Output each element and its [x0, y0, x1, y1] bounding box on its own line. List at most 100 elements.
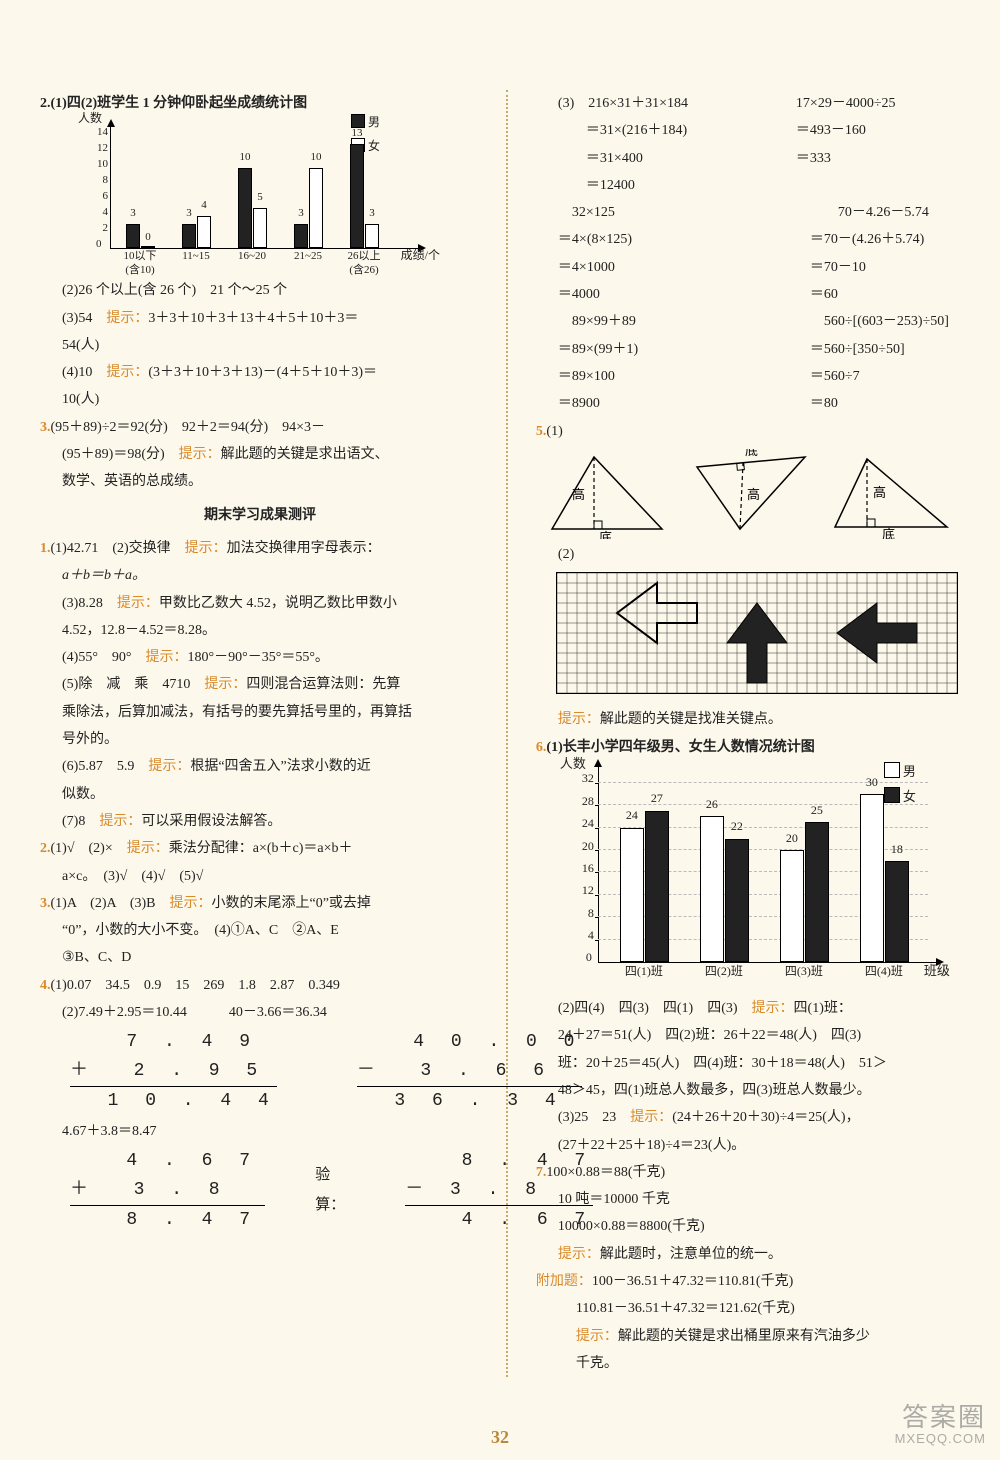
- grid-figure: [556, 572, 960, 704]
- q6-l2a: (2)四(4) 四(3) 四(1) 四(3): [558, 1001, 752, 1016]
- chart2-ytick: 24: [574, 812, 594, 835]
- q4c-line: ＝31×(216＋184) ＝493－160: [536, 117, 960, 144]
- calc-pair-2: 4 . 6 7 ＋ 3 . 8 8 . 4 7 验算： 8 . 4 7 － 3 …: [40, 1145, 480, 1236]
- chart1-xlabel: 11~15: [170, 246, 222, 267]
- q4c-line: ＝12400: [536, 172, 960, 199]
- hint-label: 提示：: [185, 541, 227, 556]
- chart2-tick: [595, 805, 599, 806]
- tri-gao-label: 高: [873, 485, 886, 500]
- f1-l6: (5)除 减 乘 4710 提示：四则混合运算法则：先算: [40, 671, 480, 698]
- watermark-sub: MXEQQ.COM: [895, 1432, 986, 1446]
- hint-label: 提示：: [630, 1110, 672, 1125]
- bonus: 附加题：100－36.51＋47.32＝110.81(千克): [536, 1268, 960, 1295]
- f1-l5a: (4)55° 90°: [62, 650, 146, 665]
- calc-row: 8 . 4 7: [70, 1205, 265, 1235]
- chart2-bar-value: 22: [725, 815, 749, 838]
- q2-l3a: (3)54: [62, 311, 106, 326]
- hint-label: 提示：: [127, 841, 169, 856]
- q3-l2b: 解此题的关键是求出语文、: [221, 447, 389, 462]
- chart1-xlabel: 21~25: [282, 246, 334, 267]
- f1-l4: 4.52，12.8－4.52＝8.28。: [40, 617, 480, 644]
- q2-l4b: (3＋3＋10＋3＋13)－(4＋5＋10＋3)＝: [148, 365, 377, 380]
- chart1-bar-value: 10: [309, 147, 323, 168]
- bonus-l3t: 解此题的关键是求出桶里原来有汽油多少: [618, 1329, 870, 1344]
- chart1-yaxis: [110, 125, 111, 249]
- q6-l2b: 四(1)班：: [794, 1001, 852, 1016]
- hint-label: 提示：: [146, 650, 188, 665]
- q4c-line: ＝89×100 ＝560÷7: [536, 363, 960, 390]
- vcalc-2l: 4 . 6 7 ＋ 3 . 8 8 . 4 7: [70, 1147, 265, 1234]
- q5-p1: (1): [546, 424, 562, 439]
- q6-l5: 48＞45，四(1)班总人数最多，四(3)班总人数最少。: [536, 1077, 960, 1104]
- q3-l2: (95＋89)＝98(分) 提示：解此题的关键是求出语文、: [40, 441, 480, 468]
- q6-l7: (27＋22＋25＋18)÷4＝23(人)。: [536, 1132, 960, 1159]
- q2-l3b: 3＋3＋10＋3＋13＋4＋5＋10＋3＝: [148, 311, 358, 326]
- hint-label: 提示：: [148, 759, 190, 774]
- chart2-bar-value: 20: [780, 827, 804, 850]
- f1-l6a: (5)除 减 乘 4710: [62, 677, 204, 692]
- f2: 2.(1)√ (2)× 提示：乘法分配律：a×(b＋c)＝a×b＋: [40, 835, 480, 862]
- q4c-line: 32×125 70－4.26－5.74: [536, 199, 960, 226]
- f4-num: 4.: [40, 978, 51, 993]
- q2-l4: (4)10 提示：(3＋3＋10＋3＋13)－(4＋5＋10＋3)＝: [40, 359, 480, 386]
- chart2-tick: [595, 895, 599, 896]
- chart2: 人数 男 女 0 48121620242832 2427四(1)班2622四(2…: [556, 761, 956, 991]
- q3: 3.(95＋89)÷2＝92(分) 92＋2＝94(分) 94×3－: [40, 414, 480, 441]
- chart2-bar-female: [645, 811, 669, 962]
- chart1-bar-female: [197, 216, 211, 248]
- chart2-bar-value: 26: [700, 793, 724, 816]
- hint-label: 提示：: [106, 365, 148, 380]
- chart1-bar-value: 3: [294, 203, 308, 224]
- hint-label: 提示：: [106, 311, 148, 326]
- q4c-line: ＝31×400 ＝333: [536, 145, 960, 172]
- calc-row: ＋ 2 . 9 5: [70, 1057, 277, 1086]
- chart1-bar-male: [350, 144, 364, 248]
- f1: 1.(1)42.71 (2)交换律 提示：加法交换律用字母表示：: [40, 535, 480, 562]
- f4-l3: 4.67＋3.8＝8.47: [40, 1118, 480, 1145]
- q6-num: 6.: [536, 740, 547, 755]
- legend-female-swatch: [884, 787, 900, 803]
- chart1-bar-value: 4: [197, 195, 211, 216]
- chart2-ytick: 8: [574, 902, 594, 925]
- q7-l2: 10 吨＝10000 千克: [536, 1186, 960, 1213]
- f1-l11b: 可以采用假设法解答。: [141, 814, 281, 829]
- final-title: 期末学习成果测评: [40, 502, 480, 529]
- legend-female-label: 女: [903, 789, 916, 804]
- f3-num: 3.: [40, 896, 51, 911]
- chart1-xnote: (含10): [114, 260, 166, 281]
- legend-male-swatch: [884, 762, 900, 778]
- legend-female-label: 女: [368, 139, 380, 153]
- legend-male-label: 男: [368, 115, 380, 129]
- chart1-bar-female: [253, 208, 267, 248]
- f1-l11a: (7)8: [62, 814, 99, 829]
- right-column: (3) 216×31＋31×184 17×29－4000÷25 ＝31×(216…: [536, 90, 960, 1377]
- bonus-label: 附加题：: [536, 1274, 592, 1289]
- f1-l6b: 四则混合运算法则：先算: [246, 677, 400, 692]
- q6-l6: (3)25 23 提示：(24＋26＋20＋30)÷4＝25(人)，: [536, 1104, 960, 1131]
- vcalc-1l: 7 . 4 9 ＋ 2 . 9 5 1 0 . 4 4: [70, 1028, 277, 1115]
- q6: 6.(1)长丰小学四年级男、女生人数情况统计图: [536, 734, 960, 761]
- q2-l4a: (4)10: [62, 365, 106, 380]
- q6-l6a: (3)25 23: [558, 1110, 630, 1125]
- chart2-ytick: 32: [574, 767, 594, 790]
- hint-label: 提示：: [558, 1247, 600, 1262]
- f1-l9a: (6)5.87 5.9: [62, 759, 148, 774]
- chart1-bar-female: [309, 168, 323, 248]
- chart2-bar-male: [860, 794, 884, 962]
- chart1-bar-value: 3: [365, 203, 379, 224]
- chart1-xlabel: 16~20: [226, 246, 278, 267]
- bonus-l3: 提示：解此题的关键是求出桶里原来有汽油多少: [536, 1323, 960, 1350]
- chart2-tick: [595, 940, 599, 941]
- triangle-1: 高 底: [544, 449, 669, 539]
- f1-l1a: (1)42.71 (2)交换律: [51, 541, 185, 556]
- chart2-bar-male: [780, 850, 804, 962]
- left-column: 2.(1)四(2)班学生 1 分钟仰卧起坐成绩统计图 人数 男 女 0 2468…: [40, 90, 480, 1377]
- chart2-arrow-y-icon: [594, 759, 602, 767]
- f1-num: 1.: [40, 541, 51, 556]
- chart2-ytick: 28: [574, 790, 594, 813]
- f1-l8: 号外的。: [40, 726, 480, 753]
- q5-p2: (2): [536, 541, 960, 568]
- tri-di-label: 底: [882, 527, 895, 539]
- chart2-ytick: 12: [574, 879, 594, 902]
- chart2-xaxis-label: 班级: [924, 958, 950, 983]
